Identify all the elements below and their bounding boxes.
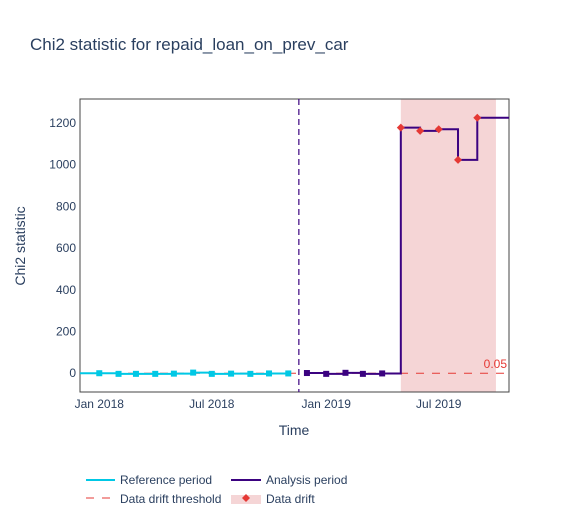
legend-item-analysis[interactable]: Analysis period	[231, 473, 347, 487]
series-point-reference	[115, 370, 122, 377]
series-point-reference	[190, 369, 197, 376]
series-point-reference	[228, 370, 235, 377]
x-tick-label: Jan 2019	[302, 397, 352, 411]
drift-marker	[473, 113, 482, 122]
series-point-analysis	[342, 369, 349, 376]
series-point-analysis	[359, 370, 366, 377]
series-point-reference	[152, 370, 159, 377]
y-tick-label: 0	[69, 366, 76, 380]
y-tick-label: 800	[56, 199, 76, 213]
legend-item-drift[interactable]: Data drift	[231, 492, 315, 506]
x-tick-label: Jul 2019	[416, 397, 462, 411]
y-tick-label: 1200	[49, 116, 76, 130]
legend-label-threshold: Data drift threshold	[120, 492, 221, 506]
legend-item-threshold[interactable]: Data drift threshold	[86, 492, 221, 506]
y-tick-label: 1000	[49, 158, 76, 172]
series-point-reference	[96, 370, 103, 377]
y-axis-label: Chi2 statistic	[12, 206, 28, 285]
chart-title: Chi2 statistic for repaid_loan_on_prev_c…	[30, 35, 349, 54]
drift-marker	[434, 125, 443, 134]
series-point-analysis	[379, 370, 386, 377]
plot-frame	[79, 98, 510, 393]
series-point-reference	[170, 370, 177, 377]
legend-swatch-drift-marker	[242, 494, 250, 502]
threshold-label: 0.05	[484, 357, 508, 371]
drift-region	[400, 99, 496, 392]
x-tick-label: Jul 2018	[189, 397, 235, 411]
drift-marker	[396, 123, 405, 132]
series-point-reference	[247, 370, 254, 377]
drift-marker	[454, 155, 463, 164]
legend-label-analysis: Analysis period	[266, 473, 347, 487]
series-point-reference	[285, 370, 292, 377]
y-tick-label: 200	[56, 325, 76, 339]
series-point-reference	[266, 370, 273, 377]
series-point-reference	[208, 370, 215, 377]
y-tick-label: 600	[56, 241, 76, 255]
series-point-reference	[132, 370, 139, 377]
legend-item-reference[interactable]: Reference period	[86, 473, 212, 487]
series-point-analysis	[303, 370, 310, 377]
legend-label-drift: Data drift	[266, 492, 315, 506]
x-axis-label: Time	[279, 422, 310, 438]
drift-marker	[416, 126, 425, 135]
y-tick-label: 400	[56, 283, 76, 297]
series-point-analysis	[323, 370, 330, 377]
legend-label-reference: Reference period	[120, 473, 212, 487]
legend: Reference period Analysis period Data dr…	[86, 473, 347, 506]
x-tick-label: Jan 2018	[75, 397, 125, 411]
plot-area: 0.05 Jan 2018 Jul 2018 Jan 2019 Jul 2019 0 200…	[49, 98, 510, 411]
